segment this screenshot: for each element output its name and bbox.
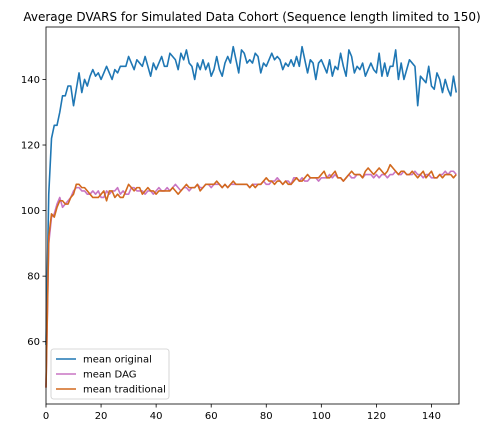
y-tick-label: 80	[27, 272, 40, 283]
x-tick-label: 120	[367, 411, 386, 422]
series-line-mean-traditional	[45, 163, 457, 388]
series-line-mean-original	[45, 45, 458, 346]
legend-label: mean original	[83, 355, 152, 366]
y-tick-label: 120	[21, 141, 40, 152]
y-tick-label: 140	[21, 75, 40, 86]
series-group	[45, 45, 458, 388]
x-tick-label: 60	[205, 411, 218, 422]
chart-title: Average DVARS for Simulated Data Cohort …	[23, 10, 480, 24]
x-tick-label: 20	[95, 411, 108, 422]
plot-frame	[45, 26, 460, 405]
legend-box	[50, 348, 170, 400]
legend-label: mean traditional	[83, 385, 166, 396]
legend: mean original mean DAG mean traditional	[50, 348, 170, 400]
legend-label: mean DAG	[83, 370, 136, 381]
y-tick-label: 100	[21, 206, 40, 217]
x-tick-label: 140	[422, 411, 441, 422]
y-axis: 60 80 100 120 140	[21, 75, 46, 348]
x-tick-label: 80	[260, 411, 273, 422]
x-axis: 0 20 40 60 80 100 120 140	[43, 404, 441, 422]
x-tick-label: 100	[312, 411, 331, 422]
x-tick-label: 0	[43, 411, 49, 422]
y-tick-label: 60	[27, 337, 40, 348]
x-tick-label: 40	[150, 411, 163, 422]
